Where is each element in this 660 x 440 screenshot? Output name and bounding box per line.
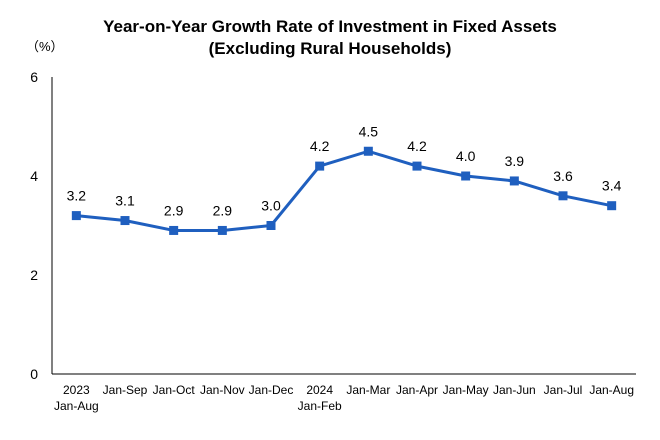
y-tick-label: 6	[30, 69, 38, 85]
x-tick-label: Jan-Nov	[200, 383, 245, 397]
chart-subtitle: (Excluding Rural Households)	[208, 39, 452, 58]
x-tick-label: Jan-Jun	[493, 383, 536, 397]
data-point-marker	[71, 211, 81, 221]
y-tick-label: 4	[30, 168, 38, 184]
data-label: 3.4	[602, 178, 622, 194]
x-tick-label: Jan-Sep	[103, 383, 148, 397]
data-point-marker	[217, 225, 227, 235]
data-label: 3.1	[115, 193, 135, 209]
y-tick-label: 0	[30, 366, 38, 382]
x-tick-label: Jan-Aug	[54, 399, 99, 413]
x-tick-label: Jan-Aug	[589, 383, 634, 397]
data-point-marker	[558, 191, 568, 201]
data-label: 3.2	[67, 188, 87, 204]
data-label: 3.9	[505, 153, 525, 169]
data-label: 4.2	[310, 138, 330, 154]
data-point-marker	[363, 146, 373, 156]
x-tick-label: Jan-Oct	[153, 383, 196, 397]
data-label: 4.2	[407, 138, 427, 154]
data-label: 3.6	[553, 168, 573, 184]
data-point-marker	[169, 225, 179, 235]
y-axis-unit-label: （%）	[26, 39, 64, 54]
data-label: 2.9	[164, 202, 184, 218]
chart-title: Year-on-Year Growth Rate of Investment i…	[103, 17, 557, 36]
x-tick-label: Jan-Feb	[298, 399, 342, 413]
data-point-marker	[412, 161, 422, 171]
data-label: 2.9	[213, 202, 233, 218]
data-point-marker	[461, 171, 471, 181]
data-point-marker	[315, 161, 325, 171]
data-point-marker	[607, 201, 617, 211]
x-tick-label: Jan-Mar	[346, 383, 390, 397]
data-point-marker	[266, 221, 276, 230]
data-point-marker	[120, 216, 130, 226]
series-line	[76, 149, 612, 232]
data-point-marker	[509, 176, 519, 186]
y-tick-label: 2	[30, 267, 38, 283]
x-tick-label: Jan-Dec	[249, 383, 294, 397]
x-tick-label: Jan-Jul	[544, 383, 583, 397]
data-label: 4.0	[456, 148, 476, 164]
x-tick-label: Jan-May	[443, 383, 489, 397]
x-tick-label: Jan-Apr	[396, 383, 438, 397]
x-tick-label: 2023	[63, 383, 90, 397]
data-label: 4.5	[359, 123, 379, 139]
x-tick-label: 2024	[306, 383, 333, 397]
data-label: 3.0	[261, 198, 281, 214]
